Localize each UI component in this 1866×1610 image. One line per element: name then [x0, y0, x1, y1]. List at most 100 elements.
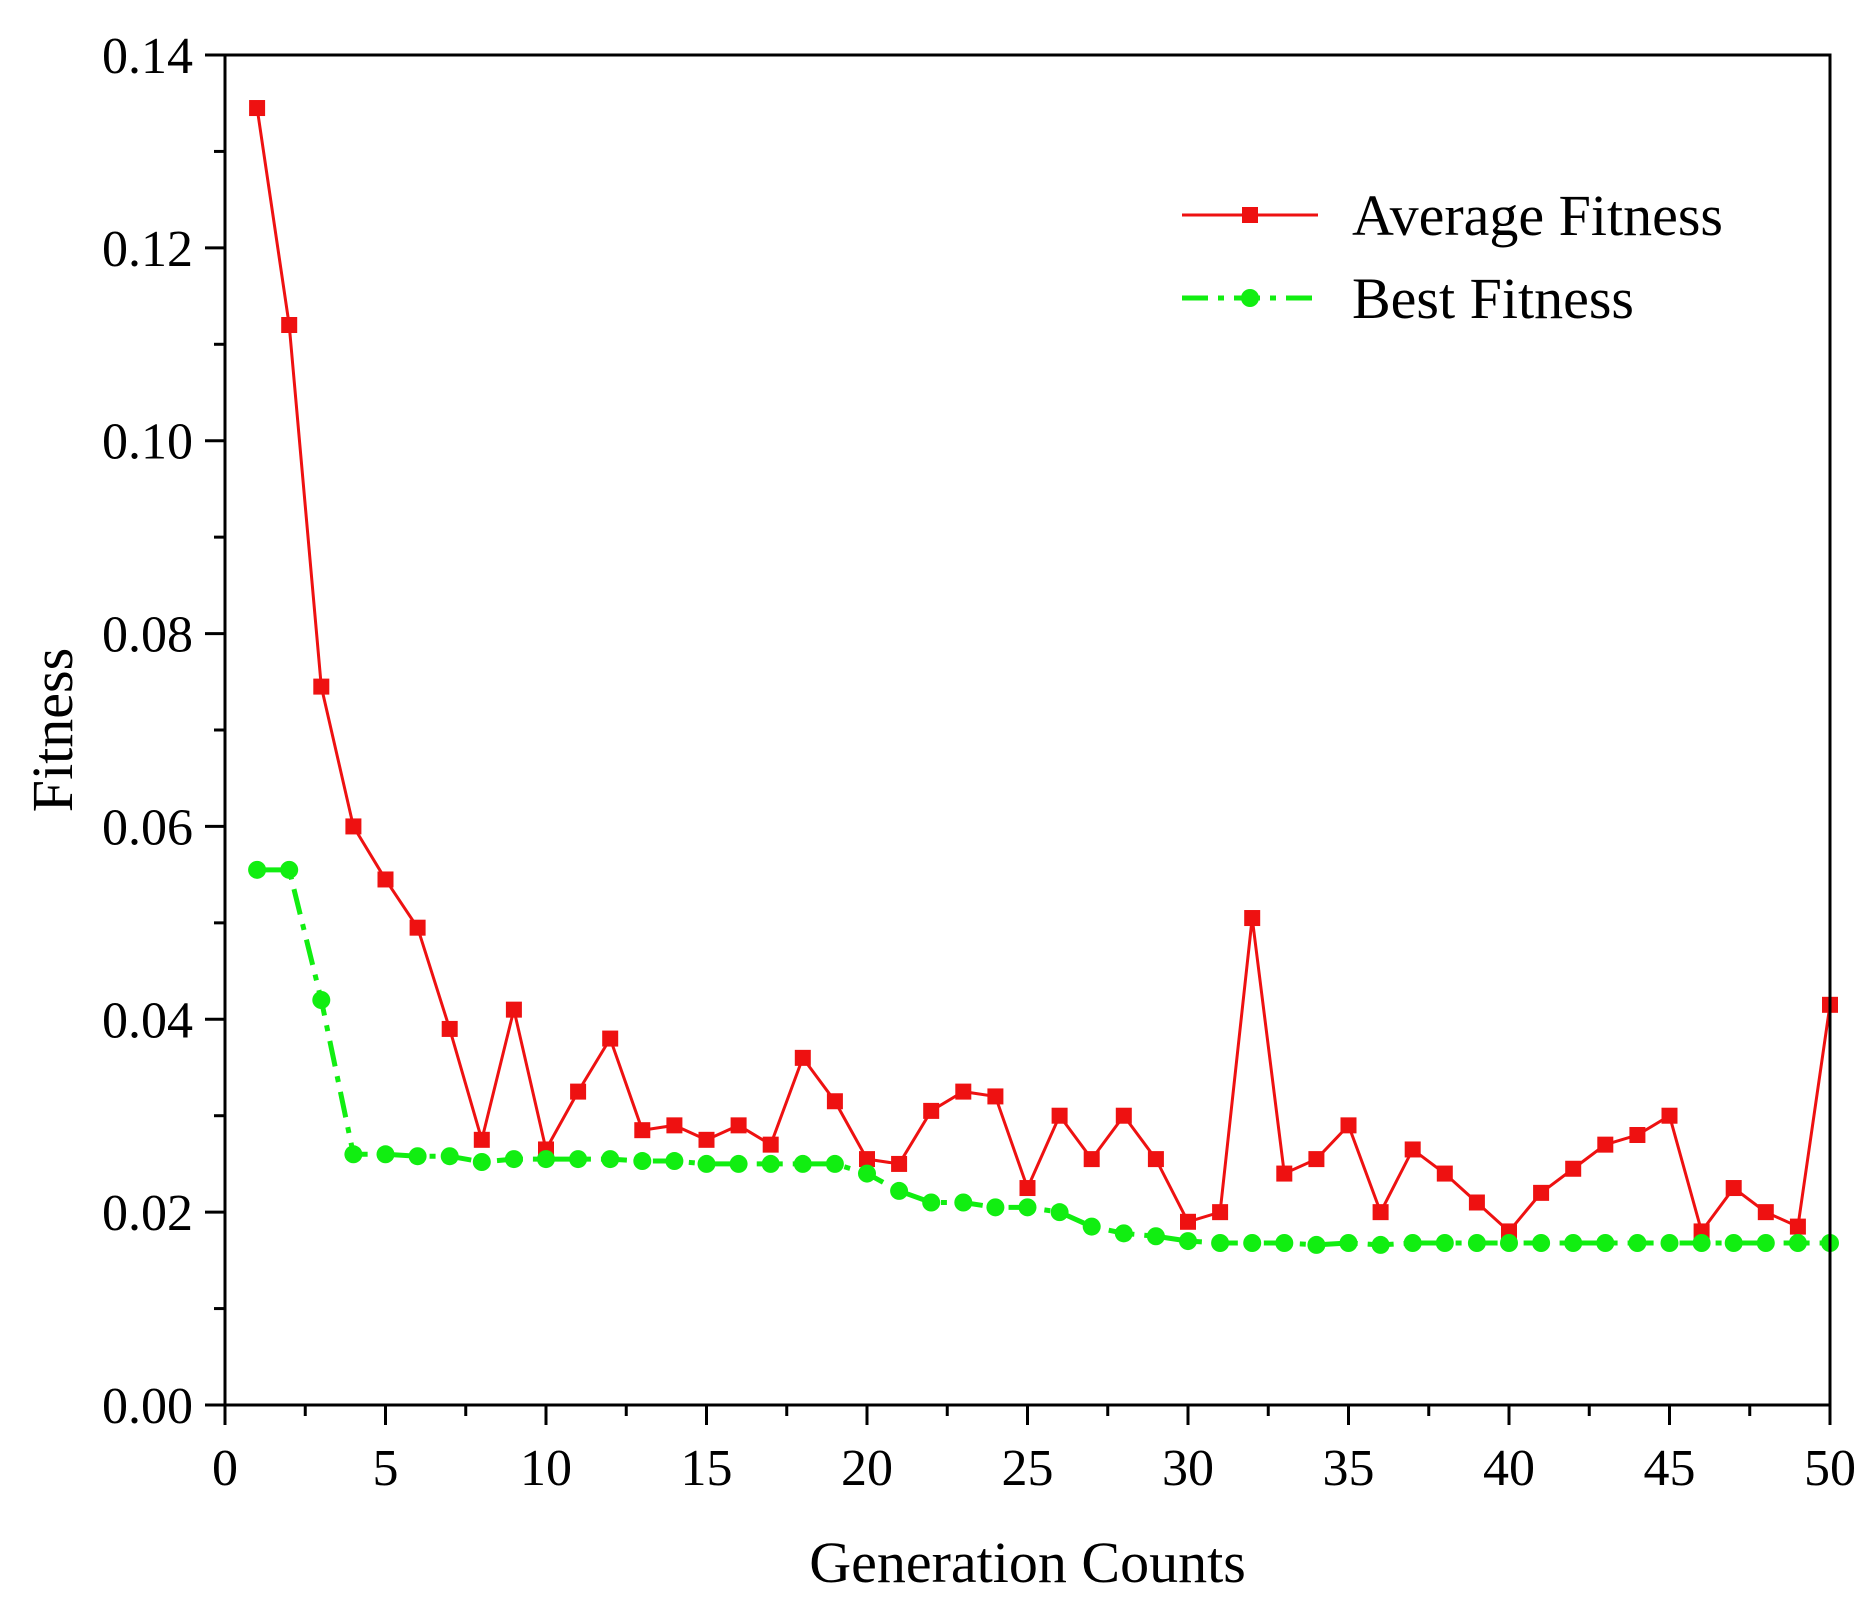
data-point-average-fitness — [1436, 1165, 1453, 1182]
data-point-average-fitness — [409, 919, 426, 936]
data-point-average-fitness — [1533, 1184, 1550, 1201]
data-point-average-fitness — [826, 1093, 843, 1110]
data-point-best-fitness — [1179, 1232, 1197, 1251]
data-point-average-fitness — [1629, 1127, 1646, 1143]
data-point-best-fitness — [376, 1145, 395, 1164]
data-point-average-fitness — [505, 1001, 522, 1018]
data-point-average-fitness — [634, 1122, 651, 1139]
data-point-average-fitness — [1725, 1180, 1742, 1197]
data-point-average-fitness — [249, 100, 266, 117]
legend-label-average-fitness: Average Fitness — [1352, 183, 1723, 248]
data-point-best-fitness — [890, 1181, 909, 1200]
data-point-best-fitness — [1564, 1234, 1583, 1252]
data-point-average-fitness — [1180, 1213, 1196, 1230]
data-point-best-fitness — [408, 1147, 427, 1166]
legend-label-best-fitness: Best Fitness — [1352, 266, 1634, 331]
x-tick-label: 35 — [1323, 1440, 1375, 1497]
legend-marker-best-fitness — [1241, 289, 1259, 307]
data-point-average-fitness — [794, 1049, 811, 1066]
data-point-average-fitness — [602, 1030, 619, 1047]
data-point-best-fitness — [537, 1150, 555, 1169]
y-tick-label: 0.04 — [102, 992, 193, 1049]
y-tick-label: 0.08 — [102, 607, 193, 664]
data-point-average-fitness — [1565, 1160, 1582, 1177]
data-point-best-fitness — [472, 1153, 491, 1171]
data-point-average-fitness — [762, 1136, 779, 1153]
data-point-average-fitness — [955, 1083, 972, 1100]
data-point-best-fitness — [1532, 1234, 1551, 1252]
data-point-best-fitness — [1082, 1217, 1101, 1236]
y-tick-label: 0.02 — [102, 1185, 193, 1242]
data-point-average-fitness — [1083, 1151, 1100, 1168]
x-tick-label: 40 — [1483, 1440, 1535, 1497]
y-tick-label: 0.06 — [102, 799, 193, 856]
y-tick-label: 0.14 — [102, 28, 193, 85]
data-point-best-fitness — [793, 1154, 812, 1173]
data-point-best-fitness — [1146, 1227, 1165, 1246]
data-point-average-fitness — [1404, 1141, 1421, 1158]
y-tick-label: 0.10 — [102, 414, 193, 471]
data-point-best-fitness — [922, 1193, 941, 1212]
data-point-best-fitness — [858, 1164, 876, 1183]
data-point-average-fitness — [730, 1117, 747, 1134]
data-point-best-fitness — [601, 1150, 620, 1169]
data-point-best-fitness — [312, 991, 331, 1009]
series-line-best-fitness — [257, 867, 1830, 1248]
x-tick-label: 15 — [681, 1440, 733, 1497]
x-axis-label: Generation Counts — [809, 1530, 1246, 1595]
data-point-best-fitness — [1628, 1234, 1647, 1252]
data-point-best-fitness — [954, 1193, 973, 1212]
x-tick-label: 5 — [373, 1440, 399, 1497]
data-point-average-fitness — [1115, 1107, 1132, 1124]
data-point-best-fitness — [344, 1145, 363, 1164]
data-point-best-fitness — [1403, 1234, 1422, 1252]
data-point-best-fitness — [1211, 1234, 1230, 1252]
data-point-average-fitness — [1212, 1204, 1229, 1221]
data-point-average-fitness — [923, 1102, 940, 1119]
data-point-best-fitness — [1243, 1234, 1262, 1252]
data-point-average-fitness — [1661, 1107, 1678, 1124]
data-point-best-fitness — [761, 1154, 780, 1173]
data-point-best-fitness — [1018, 1198, 1037, 1217]
data-point-average-fitness — [377, 871, 394, 888]
data-point-best-fitness — [1660, 1234, 1679, 1252]
data-point-average-fitness — [281, 317, 298, 333]
data-point-average-fitness — [570, 1083, 587, 1100]
data-point-best-fitness — [569, 1150, 588, 1169]
data-point-best-fitness — [1114, 1224, 1133, 1243]
data-point-average-fitness — [1147, 1151, 1164, 1168]
data-point-best-fitness — [1050, 1203, 1069, 1222]
data-point-best-fitness — [1788, 1234, 1807, 1252]
x-tick-label: 25 — [1002, 1440, 1054, 1497]
data-point-best-fitness — [1596, 1234, 1615, 1252]
y-axis-label: Fitness — [20, 648, 85, 812]
data-point-best-fitness — [1275, 1234, 1294, 1252]
data-point-average-fitness — [698, 1131, 715, 1148]
data-point-average-fitness — [1308, 1151, 1325, 1168]
data-point-best-fitness — [280, 860, 299, 879]
data-point-average-fitness — [666, 1117, 683, 1134]
data-point-best-fitness — [1692, 1234, 1711, 1252]
data-point-best-fitness — [986, 1198, 1005, 1217]
data-point-best-fitness — [633, 1152, 652, 1171]
data-point-average-fitness — [1051, 1107, 1068, 1124]
data-point-average-fitness — [1244, 910, 1261, 927]
data-point-average-fitness — [473, 1131, 490, 1148]
y-tick-label: 0.00 — [102, 1378, 193, 1435]
data-point-average-fitness — [987, 1088, 1004, 1105]
data-point-best-fitness — [440, 1147, 459, 1166]
data-point-best-fitness — [504, 1150, 523, 1169]
data-point-best-fitness — [1756, 1234, 1775, 1252]
data-point-best-fitness — [1435, 1234, 1454, 1252]
data-point-best-fitness — [665, 1152, 684, 1171]
data-point-best-fitness — [697, 1154, 716, 1173]
data-point-best-fitness — [1500, 1234, 1518, 1252]
data-point-best-fitness — [1371, 1235, 1390, 1254]
data-point-average-fitness — [441, 1020, 458, 1037]
x-tick-label: 0 — [212, 1440, 238, 1497]
data-point-best-fitness — [1467, 1234, 1486, 1252]
data-point-average-fitness — [1468, 1194, 1485, 1211]
data-point-average-fitness — [859, 1151, 875, 1168]
legend-marker-average-fitness — [1242, 207, 1258, 223]
